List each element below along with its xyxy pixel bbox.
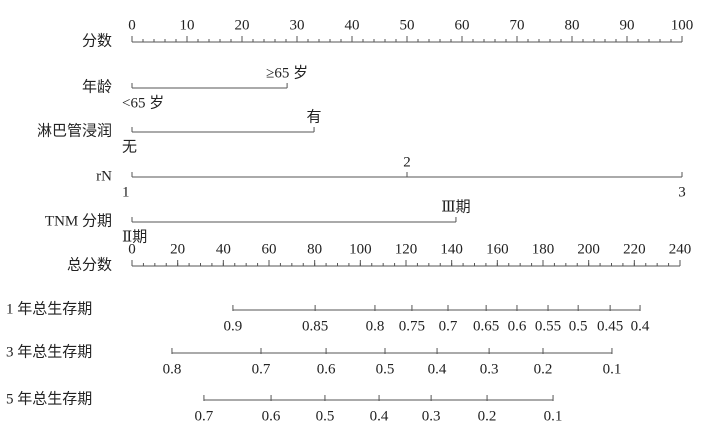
tick-label: 100 [671,17,694,33]
predictor-label: 年龄 [82,78,112,95]
outcome-tick-label: 0.7 [195,408,214,424]
predictor-label: rN [96,168,112,184]
tick-label: 240 [669,241,692,257]
tick-label: 40 [216,241,231,257]
level-label: 无 [122,139,137,155]
level-label: <65 岁 [122,94,164,111]
level-label: 2 [403,154,411,170]
outcome-tick-label: 0.55 [535,318,561,334]
outcome-label: 3 年总生存期 [6,343,92,360]
level-label: Ⅱ期 [122,228,147,245]
level-label: 有 [307,108,322,125]
tick-label: 80 [307,241,322,257]
tick-label: 90 [620,17,635,33]
tick-label: 60 [262,241,277,257]
outcome-tick-label: 0.4 [370,408,389,424]
axis-label: 总分数 [67,256,112,273]
outcome-tick-label: 0.8 [366,318,385,334]
tick-label: 80 [565,17,580,33]
outcome-tick-label: 0.1 [603,361,622,377]
tick-label: 140 [440,241,463,257]
outcome-tick-label: 0.1 [544,408,563,424]
outcome-tick-label: 0.8 [163,361,182,377]
tick-label: 50 [400,17,415,33]
tick-label: 0 [128,17,136,33]
tick-label: 180 [532,241,555,257]
outcome-tick-label: 0.4 [428,361,447,377]
tick-label: 160 [486,241,509,257]
level-label: ≥65 岁 [266,64,308,81]
outcome-tick-label: 0.5 [376,361,395,377]
tick-label: 0 [128,241,136,257]
outcome-tick-label: 0.5 [316,408,335,424]
outcome-tick-label: 0.2 [478,408,497,424]
predictor-label: 淋巴管浸润 [37,122,112,139]
tick-label: 40 [345,17,360,33]
outcome-tick-label: 0.4 [631,318,650,334]
outcome-tick-label: 0.2 [534,361,553,377]
outcome-tick-label: 0.85 [302,318,328,334]
outcome-tick-label: 0.6 [508,318,527,334]
outcome-tick-label: 0.6 [317,361,336,377]
tick-label: 20 [170,241,185,257]
outcome-tick-label: 0.65 [473,318,499,334]
predictor-label: TNM 分期 [45,212,112,229]
tick-label: 100 [349,241,372,257]
tick-label: 220 [623,241,646,257]
outcome-tick-label: 0.5 [569,318,588,334]
outcome-tick-label: 0.75 [399,318,425,334]
level-label: 1 [122,184,130,200]
tick-label: 10 [180,17,195,33]
tick-label: 120 [395,241,418,257]
outcome-label: 5 年总生存期 [6,390,92,407]
outcome-tick-label: 0.6 [262,408,281,424]
tick-label: 70 [510,17,525,33]
outcome-tick-label: 0.3 [422,408,441,424]
tick-label: 20 [235,17,250,33]
outcome-tick-label: 0.9 [224,318,243,334]
level-label: 3 [678,184,686,200]
outcome-label: 1 年总生存期 [6,300,92,317]
outcome-tick-label: 0.45 [597,318,623,334]
axis-label: 分数 [82,32,112,49]
tick-label: 200 [577,241,600,257]
outcome-tick-label: 0.3 [480,361,499,377]
outcome-tick-label: 0.7 [439,318,458,334]
tick-label: 30 [290,17,305,33]
outcome-tick-label: 0.7 [252,361,271,377]
level-label: Ⅲ期 [441,198,470,215]
tick-label: 60 [455,17,470,33]
